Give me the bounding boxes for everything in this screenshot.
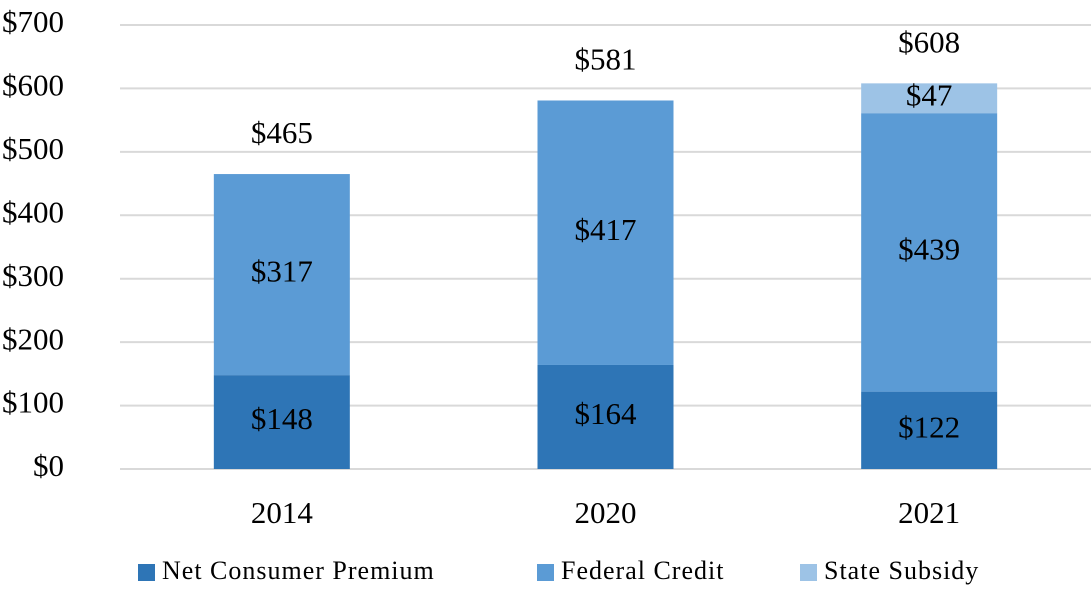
legend-swatch xyxy=(537,564,554,581)
y-tick-label: $400 xyxy=(2,194,64,229)
total-label: $465 xyxy=(251,115,313,150)
data-label: $439 xyxy=(898,232,960,267)
total-label: $608 xyxy=(898,24,960,59)
legend-swatch xyxy=(138,564,155,581)
bar-segment xyxy=(537,364,674,469)
bar-segment xyxy=(861,83,998,114)
y-tick-label: $700 xyxy=(2,4,64,39)
data-label: $164 xyxy=(575,396,638,431)
y-tick-label: $200 xyxy=(2,321,64,356)
y-tick-label: $500 xyxy=(2,131,64,166)
y-tick-label: $0 xyxy=(33,448,64,483)
legend-label: State Subsidy xyxy=(824,556,979,585)
data-label: $417 xyxy=(575,212,637,247)
data-label: $122 xyxy=(898,409,960,444)
data-label: $148 xyxy=(251,401,313,436)
bar-segment xyxy=(213,174,350,376)
bar-segment xyxy=(213,375,350,469)
legend-label: Net Consumer Premium xyxy=(162,556,435,585)
y-tick-label: $100 xyxy=(2,385,64,420)
x-tick-label: 2014 xyxy=(251,495,314,530)
legend-swatch xyxy=(800,564,817,581)
data-label: $47 xyxy=(906,77,953,112)
data-label: $317 xyxy=(251,254,313,289)
bar-segment xyxy=(861,391,998,469)
y-tick-label: $600 xyxy=(2,68,64,103)
bar-segment xyxy=(861,113,998,392)
x-tick-label: 2020 xyxy=(575,495,637,530)
y-tick-label: $300 xyxy=(2,258,64,293)
legend-label: Federal Credit xyxy=(561,556,724,585)
x-tick-label: 2021 xyxy=(898,495,960,530)
total-label: $581 xyxy=(575,42,637,77)
bar-segment xyxy=(537,100,674,365)
